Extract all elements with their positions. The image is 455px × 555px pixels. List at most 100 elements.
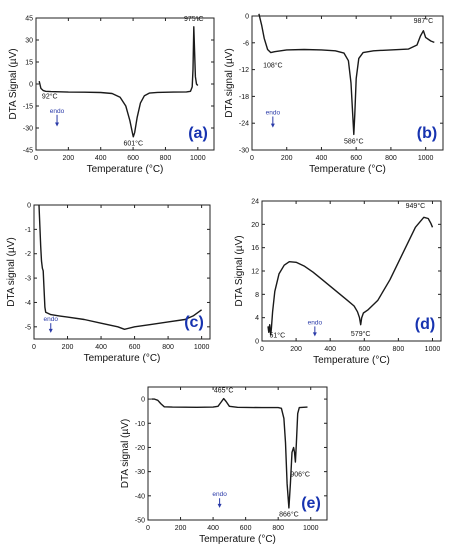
panel-label: (d) [415,316,435,333]
plot-frame [33,204,211,340]
endo-arrow-head [270,123,275,128]
x-axis-label: Temperature (°C) [313,355,390,366]
y-tick-label: 24 [251,199,259,206]
x-tick-label: 1000 [190,155,206,162]
peak-annotation: 586°C [344,138,364,146]
x-tick-label: 0 [250,155,254,162]
x-axis-label: Temperature (°C) [309,164,386,175]
y-tick-label: -40 [135,493,145,500]
y-tick-label: -24 [239,121,249,128]
panel-label: (c) [184,314,204,331]
peak-annotation: 465°C [214,386,234,394]
x-tick-label: 800 [272,525,284,532]
y-tick-label: -12 [239,67,249,74]
endo-label: endo [50,108,65,115]
x-tick-label: 800 [160,155,172,162]
peak-annotation: 866°C [279,510,299,518]
x-tick-label: 800 [162,344,174,351]
y-tick-label: 0 [29,82,33,89]
x-axis-label: Temperature (°C) [199,534,276,545]
x-tick-label: 1000 [425,346,441,353]
peak-annotation: 51°C [270,332,286,340]
y-tick-label: -30 [239,148,249,155]
x-tick-label: 400 [95,344,107,351]
plot-frame [251,15,444,151]
x-tick-label: 600 [240,525,252,532]
y-tick-label: -18 [239,94,249,101]
y-tick-label: 12 [251,269,259,276]
y-tick-label: -4 [25,300,31,307]
peak-annotation: 975°C [184,15,204,23]
y-tick-label: -6 [243,40,249,47]
y-tick-label: -30 [135,469,145,476]
x-tick-label: 0 [260,346,264,353]
x-tick-label: 400 [207,525,219,532]
y-tick-label: 45 [25,16,33,23]
endo-label: endo [266,110,281,117]
panel-d: 0 200 400 600 800 1000 0 4 8 12 16 20 24 Temperature … [234,199,442,366]
x-tick-label: 200 [62,344,74,351]
x-tick-label: 800 [393,346,405,353]
y-tick-label: -45 [23,148,33,155]
peak-annotation: 987°C [414,17,434,25]
y-tick-label: 15 [25,60,33,67]
panel-a: 0 200 400 600 800 1000 -45 -30 -15 0 15 30 45 Tempera… [8,15,215,175]
y-axis-label: DTA signal (µV) [120,419,131,488]
dta-curve [38,204,203,330]
y-tick-label: 16 [251,245,259,252]
y-axis-label: DTA Signal (µV) [234,235,245,306]
y-tick-label: -1 [25,227,31,234]
endo-label: endo [212,491,227,498]
y-tick-label: 0 [255,339,259,346]
panel-e: 0 200 400 600 800 1000 -50 -40 -30 -20 -10 0 Tempera… [120,386,328,545]
x-tick-label: 0 [146,525,150,532]
y-tick-label: -5 [25,324,31,331]
dta-curve [258,13,435,136]
x-tick-label: 0 [34,155,38,162]
y-tick-label: -20 [135,445,145,452]
panel-b: 0 200 400 600 800 1000 -30 -24 -18 -12 -6 0 Temperat… [224,13,444,175]
x-tick-label: 0 [32,344,36,351]
peak-annotation: 579°C [351,330,371,338]
y-tick-label: -30 [23,126,33,133]
dta-curve [151,397,308,509]
endo-label: endo [44,316,59,323]
x-tick-label: 200 [290,346,302,353]
x-axis-label: Temperature (°C) [87,164,164,175]
y-axis-label: DTA Signal (µV) [8,48,19,119]
plot-frame [147,386,328,521]
peak-annotation: 949°C [406,202,426,210]
x-tick-label: 1000 [194,344,210,351]
y-tick-label: 20 [251,222,259,229]
y-tick-label: 8 [255,292,259,299]
panel-label: (b) [417,125,437,142]
panel-c: 0 200 400 600 800 1000 -5 -4 -3 -2 -1 0 Temperature … [6,203,211,364]
x-tick-label: 800 [385,155,397,162]
panel-label: (a) [188,125,208,142]
y-tick-label: -50 [135,518,145,525]
y-tick-label: -2 [25,251,31,258]
x-tick-label: 200 [281,155,293,162]
x-tick-label: 1000 [418,155,434,162]
dta-curve [267,216,434,336]
endo-label: endo [308,319,323,326]
x-axis-label: Temperature (°C) [84,353,161,364]
y-tick-label: -15 [23,104,33,111]
endo-arrow-head [55,122,60,127]
y-axis-label: DTA signal (µV) [6,237,17,306]
y-tick-label: -3 [25,276,31,283]
x-tick-label: 200 [175,525,187,532]
y-axis-label: DTA signal (µV) [224,48,235,117]
peak-annotation: 601°C [123,140,143,148]
x-tick-label: 400 [316,155,328,162]
panel-label: (e) [301,495,321,512]
peak-annotation: 906°C [290,470,310,478]
y-tick-label: 0 [245,14,249,21]
x-tick-label: 400 [324,346,336,353]
endo-arrow-head [217,503,222,508]
y-tick-label: 0 [141,397,145,404]
x-tick-label: 200 [63,155,75,162]
y-tick-label: -10 [135,421,145,428]
x-tick-label: 600 [127,155,139,162]
